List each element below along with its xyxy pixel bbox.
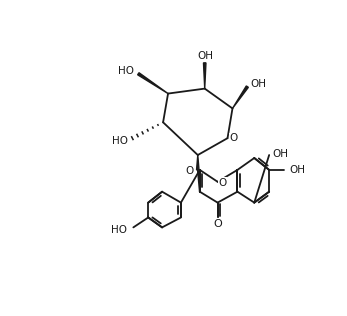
Polygon shape <box>138 73 168 94</box>
Text: O: O <box>219 178 227 188</box>
Text: OH: OH <box>289 165 305 175</box>
Text: OH: OH <box>272 149 288 159</box>
Text: OH: OH <box>250 79 266 89</box>
Text: HO: HO <box>111 225 127 235</box>
Polygon shape <box>196 155 199 170</box>
Text: HO: HO <box>112 136 128 146</box>
Polygon shape <box>203 63 206 88</box>
Text: HO: HO <box>118 66 134 76</box>
Text: O: O <box>213 219 222 229</box>
Text: O: O <box>229 133 238 143</box>
Polygon shape <box>232 86 248 108</box>
Text: OH: OH <box>198 51 214 61</box>
Text: O: O <box>186 166 194 176</box>
